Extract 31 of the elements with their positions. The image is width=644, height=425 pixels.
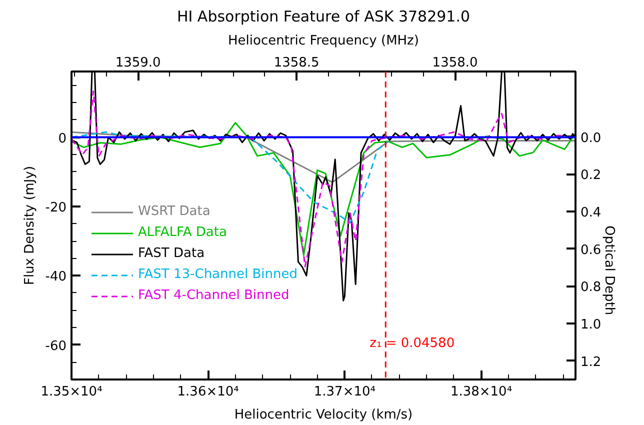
x-tick-label: 1.36×10⁴ (177, 384, 239, 400)
y2-tick-label: 0.0 (580, 130, 602, 146)
y-axis-title: Flux Density (mJy) (22, 166, 38, 286)
x2-tick-label: 1359.0 (115, 56, 161, 70)
y2-tick-label: 0.6 (580, 242, 602, 258)
y-tick-label: -20 (45, 200, 66, 216)
y-tick-label: -40 (45, 270, 66, 285)
x-tick-label: 1.38×10⁴ (450, 384, 512, 400)
legend-label: FAST 13-Channel Binned (138, 266, 298, 284)
x2-tick-label: 1358.0 (432, 56, 478, 70)
legend-label: WSRT Data (138, 203, 210, 220)
x2-axis-title: Heliocentric Frequency (MHz) (228, 34, 419, 48)
line-series (72, 131, 390, 224)
y2-tick-label: 0.4 (580, 206, 602, 220)
chart-title: HI Absorption Feature of ASK 378291.0 (176, 8, 470, 26)
legend-label: FAST 4-Channel Binned (138, 287, 290, 304)
legend-label: FAST Data (138, 245, 205, 262)
y-tick-label: -60 (45, 338, 66, 354)
y-tick-label: 0 (58, 131, 67, 146)
y2-tick-label: 1.0 (580, 318, 602, 332)
x-tick-label: 1.37×10⁴ (314, 384, 376, 400)
x-tick-label: 1.35×10⁴ (40, 384, 102, 400)
legend-label: ALFALFA Data (138, 224, 227, 242)
y2-tick-label: 0.2 (580, 168, 602, 184)
x-axis-title: Heliocentric Velocity (km/s) (234, 408, 413, 422)
y2-axis-title: Optical Depth (602, 226, 617, 316)
annotation: z₁ = 0.04580 (370, 336, 455, 351)
y2-tick-label: 1.2 (580, 354, 602, 370)
x2-tick-label: 1358.5 (274, 56, 320, 70)
y2-tick-label: 0.8 (580, 280, 602, 296)
line-series (72, 122, 574, 256)
